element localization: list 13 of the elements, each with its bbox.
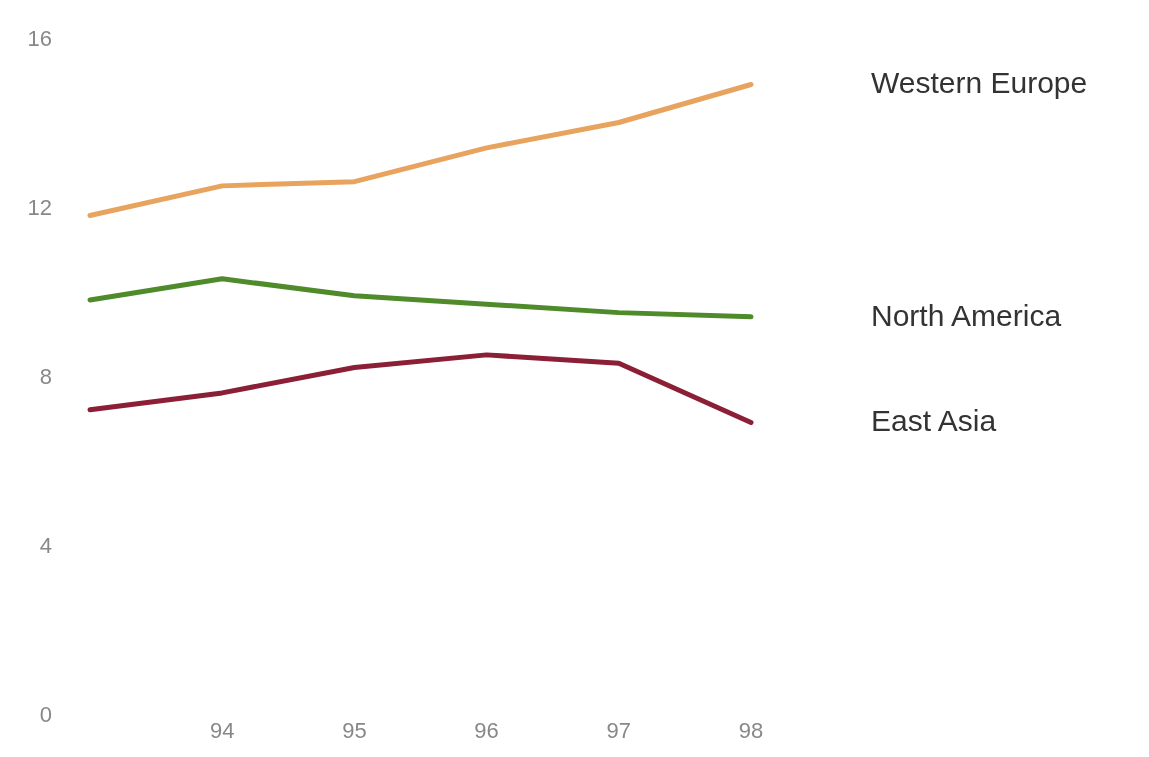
x-tick-label: 94 [209, 717, 235, 743]
x-tick-label: 97 [606, 717, 632, 743]
y-tick-label: 8 [39, 363, 52, 389]
x-tick-label: 96 [474, 717, 499, 743]
y-tick-label: 0 [39, 701, 52, 727]
x-tick-label: 98 [738, 717, 764, 743]
y-tick-label: 12 [27, 194, 52, 220]
text: Western Europe [871, 66, 1088, 100]
x-tick-label: 95 [342, 717, 367, 743]
text: North America [871, 298, 1062, 332]
y-tick-label: 4 [39, 532, 52, 558]
y-tick-label: 16 [27, 25, 52, 51]
text: East Asia [871, 404, 997, 438]
